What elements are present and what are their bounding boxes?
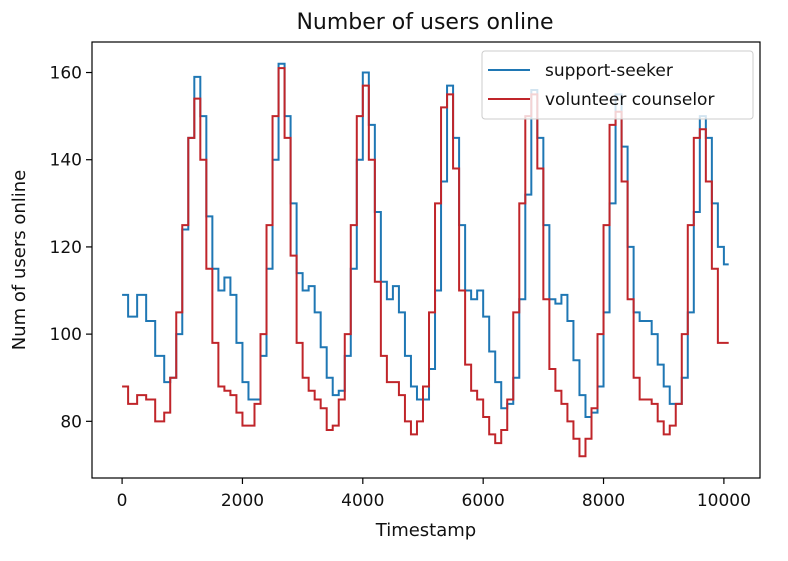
series-line-support-seeker [122,62,729,418]
y-tick-label: 160 [50,64,82,84]
x-tick-label: 8000 [582,491,625,511]
plot-frame [91,41,761,479]
x-axis: 0 2000 4000 6000 8000 10000 [117,478,751,511]
legend: support-seeker volunteer counselor [481,50,754,120]
y-tick-label: 120 [50,238,82,258]
chart-title: Number of users online [296,10,553,35]
x-tick-label: 4000 [341,491,384,511]
x-axis-label: Timestamp [375,520,476,541]
legend-box [481,50,754,120]
y-tick-label: 100 [50,325,82,345]
legend-label-support-seeker: support-seeker [545,61,673,81]
x-tick-label: 2000 [221,491,264,511]
series-layer [122,62,729,458]
y-axis: 80 100 120 140 160 [50,64,92,432]
x-tick-label: 6000 [462,491,505,511]
x-tick-label: 10000 [697,491,751,511]
series-line-volunteer-counselor [122,67,729,458]
y-axis-label: Num of users online [9,170,30,350]
y-tick-label: 140 [50,151,82,171]
y-tick-label: 80 [60,412,82,432]
x-tick-label: 0 [117,491,128,511]
legend-label-volunteer-counselor: volunteer counselor [545,90,714,110]
